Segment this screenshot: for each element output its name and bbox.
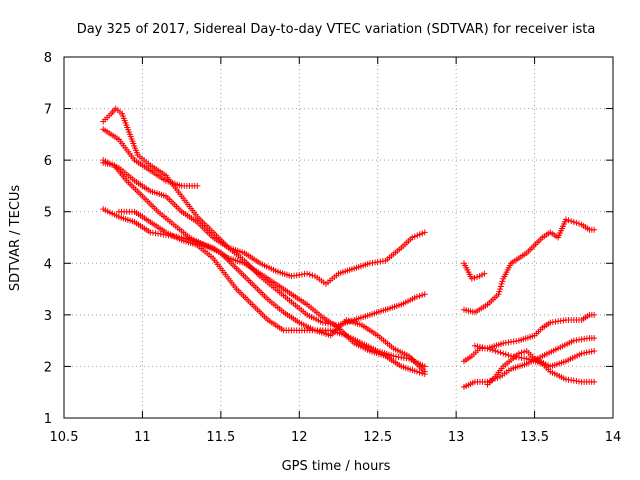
data-point [591,311,598,318]
data-point [419,370,426,377]
data-point [414,232,421,239]
x-tick-label: 11.5 [206,430,235,445]
series-arc-4 [100,159,428,375]
data-point [416,231,423,238]
data-point [481,270,488,277]
data-point [570,219,577,226]
data-point [502,351,509,358]
data-point [588,348,595,355]
data-point [419,292,426,299]
data-point [421,363,428,370]
x-tick-label: 14 [605,430,622,445]
data-point [194,182,201,189]
data-point [578,350,585,357]
data-point [591,335,598,342]
data-point [413,368,420,375]
data-point [583,349,590,356]
x-axis-label: GPS time / hours [282,459,391,474]
series-arc-1 [100,105,428,287]
data-series [100,105,598,391]
data-point [515,350,522,357]
data-point [416,292,423,299]
data-point [309,272,316,279]
y-tick-label: 7 [44,103,52,118]
x-tick-label: 12.5 [363,430,392,445]
series-arc-3 [100,157,428,329]
y-tick-label: 1 [44,412,52,427]
data-point [413,293,420,300]
data-point [562,216,569,223]
data-point [496,288,503,295]
data-point [521,348,528,355]
x-tick-label: 11 [134,430,151,445]
data-point [568,218,575,225]
data-point [489,376,496,383]
data-point [499,278,506,285]
y-tick-label: 8 [44,51,52,66]
data-point [494,348,501,355]
data-point [416,369,423,376]
data-point [474,343,481,350]
data-point [411,233,418,240]
y-tick-label: 4 [44,257,52,272]
data-point [495,291,502,298]
data-point [474,274,481,281]
data-point [497,349,504,356]
data-point [409,234,416,241]
data-point [498,280,505,287]
data-point [479,344,486,351]
x-tick-label: 12 [291,430,308,445]
series-arc-5 [100,206,428,378]
grid [64,57,613,418]
data-point [471,342,478,349]
series-arc-2 [100,126,201,189]
series-arc-7 [460,260,488,282]
chart-title: Day 325 of 2017, Sidereal Day-to-day VTE… [77,22,596,37]
data-point [573,219,580,226]
data-point [565,217,572,224]
data-point [471,274,478,281]
data-point [591,378,598,385]
data-point [591,347,598,354]
data-point [306,271,313,278]
series-arc-8 [460,216,598,316]
plot-frame [63,56,614,419]
y-tick-label: 5 [44,206,52,221]
data-point [421,229,428,236]
data-point [421,371,428,378]
x-tick-label: 13 [448,430,465,445]
y-tick-label: 6 [44,154,52,169]
data-point [591,226,598,233]
data-point [421,291,428,298]
data-point [576,220,583,227]
y-axis-label: SDTVAR / TECUs [8,185,23,292]
x-tick-label: 10.5 [50,430,79,445]
series-arc-6 [115,208,428,370]
x-tick-label: 13.5 [520,430,549,445]
series-arc-11 [471,311,598,352]
series-arc-12 [484,347,598,388]
data-point [586,348,593,355]
data-point [581,350,588,357]
y-tick-label: 3 [44,309,52,324]
data-point [304,270,311,277]
data-point [497,286,504,293]
data-point [468,275,475,282]
data-point [500,350,507,357]
data-point [518,349,525,356]
data-point [497,283,504,290]
data-point [476,343,483,350]
data-point [492,347,499,354]
data-point [505,352,512,359]
data-point [419,230,426,237]
y-tick-label: 2 [44,360,52,375]
